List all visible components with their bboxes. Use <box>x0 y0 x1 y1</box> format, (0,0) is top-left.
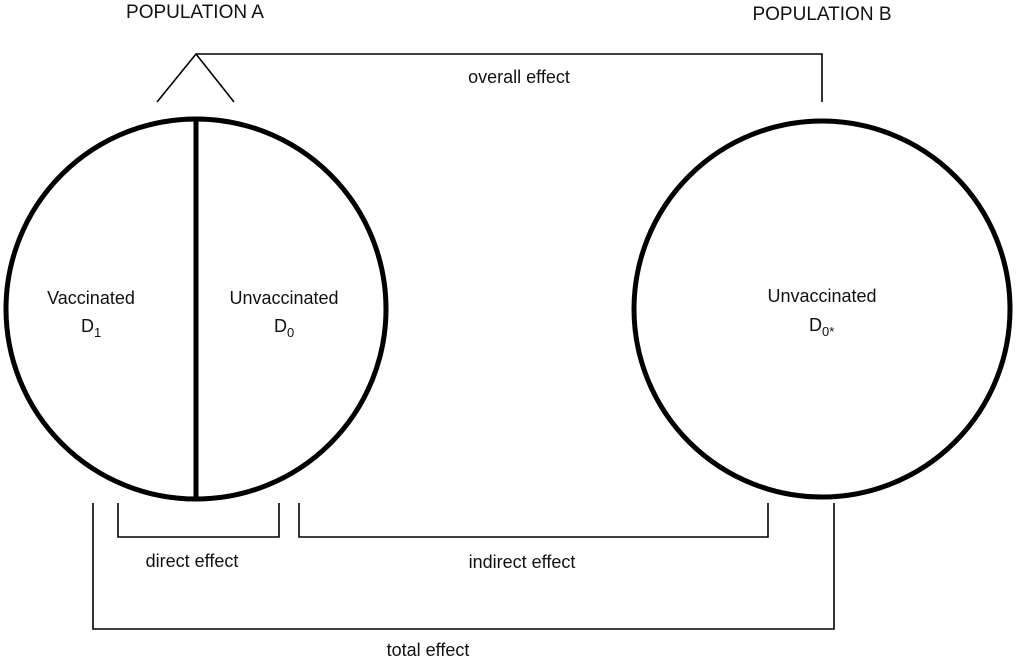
population-b-header: POPULATION B <box>752 4 891 25</box>
vaccinated-symbol-letter: D <box>81 316 94 336</box>
unvaccinated-a-symbol-subscript: 0 <box>287 325 294 340</box>
total-effect-bracket <box>92 503 835 630</box>
unvaccinated-b-symbol-subscript: 0* <box>822 324 834 339</box>
overall-effect-bracket <box>156 52 823 103</box>
total-effect-label: total effect <box>387 640 470 659</box>
direct-effect-label: direct effect <box>146 551 239 571</box>
unvaccinated-a-symbol: D0 <box>274 316 294 340</box>
overall-effect-label: overall effect <box>468 67 570 87</box>
direct-effect-bracket <box>117 503 280 538</box>
unvaccinated-b-label: Unvaccinated <box>767 286 876 306</box>
population-b-circle <box>631 118 1013 500</box>
vaccinated-symbol: D1 <box>81 316 101 340</box>
vaccinated-label: Vaccinated <box>47 288 135 308</box>
unvaccinated-a-symbol-letter: D <box>274 316 287 336</box>
indirect-effect-label: indirect effect <box>469 552 576 572</box>
population-a-circle <box>3 116 389 502</box>
unvaccinated-b-symbol: D0* <box>809 315 834 339</box>
unvaccinated-b-symbol-letter: D <box>809 315 822 335</box>
unvaccinated-a-label: Unvaccinated <box>229 288 338 308</box>
indirect-effect-bracket <box>298 503 769 538</box>
population-a-header: POPULATION A <box>126 2 264 23</box>
vaccinated-symbol-subscript: 1 <box>94 325 101 340</box>
